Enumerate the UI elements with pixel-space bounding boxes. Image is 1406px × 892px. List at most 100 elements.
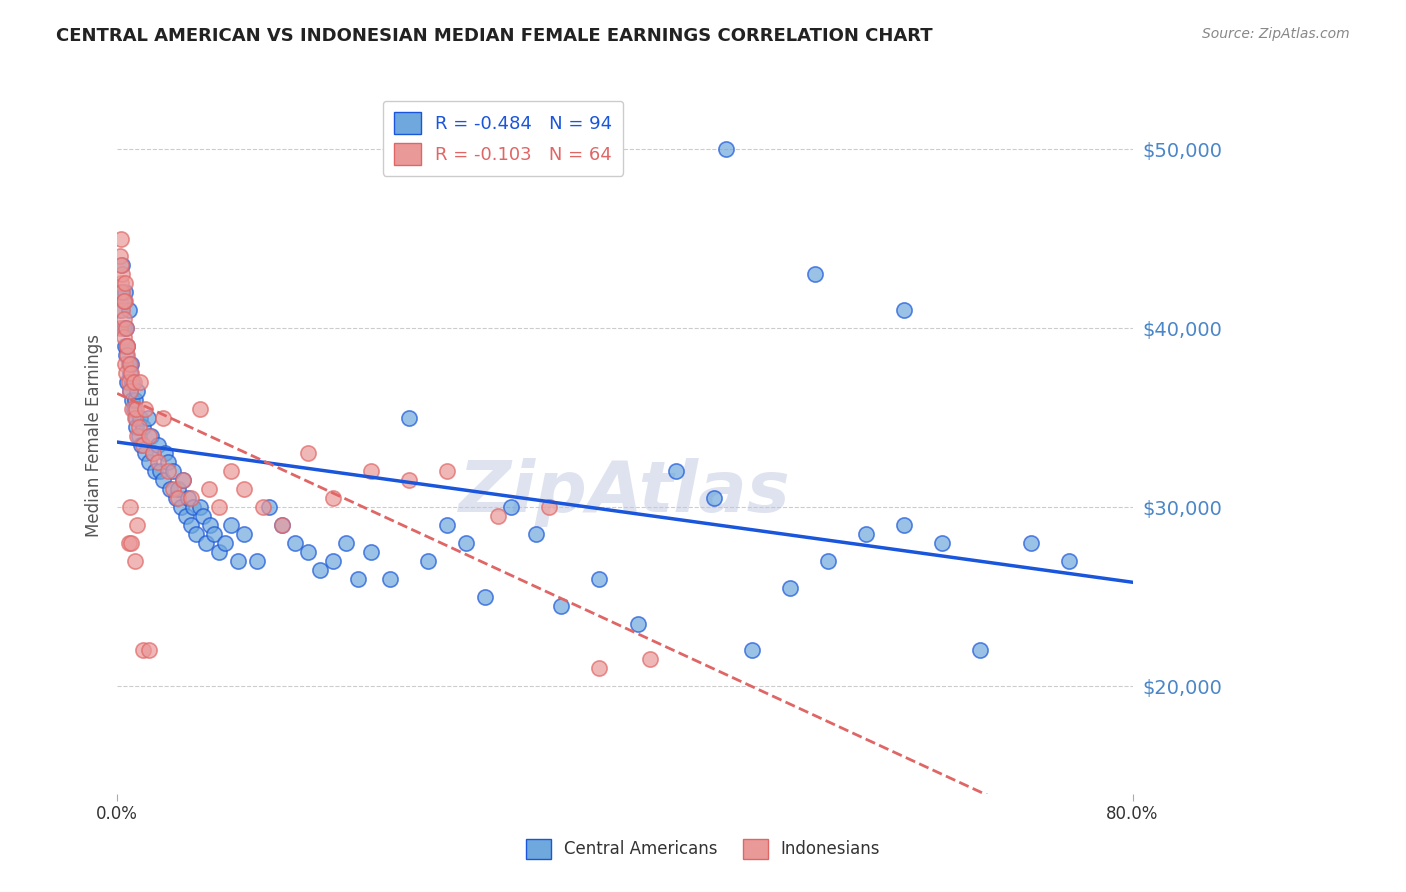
Central Americans — [138, 455, 160, 469]
Indonesians — [118, 357, 141, 371]
Central Americans — [121, 375, 143, 389]
Indonesians — [125, 401, 148, 416]
Indonesians — [138, 643, 160, 657]
Central Americans — [172, 473, 194, 487]
Central Americans — [167, 483, 190, 497]
Indonesians — [127, 518, 149, 533]
Central Americans — [184, 527, 207, 541]
Central Americans — [112, 321, 135, 335]
Indonesians — [112, 330, 135, 344]
Central Americans — [134, 446, 156, 460]
Central Americans — [114, 339, 136, 353]
Indonesians — [152, 410, 174, 425]
Central Americans — [271, 518, 294, 533]
Central Americans — [347, 572, 370, 586]
Central Americans — [360, 545, 382, 559]
Central Americans — [155, 446, 177, 460]
Indonesians — [128, 419, 150, 434]
Central Americans — [208, 545, 231, 559]
Indonesians — [122, 375, 145, 389]
Indonesians — [110, 231, 132, 245]
Indonesians — [120, 366, 142, 380]
Indonesians — [180, 491, 202, 506]
Central Americans — [143, 464, 166, 478]
Central Americans — [198, 518, 221, 533]
Indonesians — [146, 455, 169, 469]
Central Americans — [149, 464, 172, 478]
Central Americans — [969, 643, 991, 657]
Indonesians — [436, 464, 458, 478]
Indonesians — [114, 277, 136, 291]
Indonesians — [108, 321, 131, 335]
Central Americans — [120, 357, 142, 371]
Legend: R = -0.484   N = 94, R = -0.103   N = 64: R = -0.484 N = 94, R = -0.103 N = 64 — [382, 101, 623, 176]
Indonesians — [537, 500, 560, 515]
Central Americans — [335, 536, 357, 550]
Indonesians — [117, 348, 139, 362]
Indonesians — [112, 312, 135, 326]
Central Americans — [112, 294, 135, 309]
Indonesians — [118, 500, 141, 515]
Indonesians — [322, 491, 344, 506]
Text: Source: ZipAtlas.com: Source: ZipAtlas.com — [1202, 27, 1350, 41]
Central Americans — [122, 401, 145, 416]
Central Americans — [115, 348, 138, 362]
Central Americans — [779, 581, 801, 595]
Central Americans — [142, 446, 165, 460]
Central Americans — [125, 419, 148, 434]
Central Americans — [111, 259, 134, 273]
Central Americans — [214, 536, 236, 550]
Indonesians — [167, 491, 190, 506]
Central Americans — [159, 483, 181, 497]
Indonesians — [108, 250, 131, 264]
Central Americans — [703, 491, 725, 506]
Central Americans — [183, 500, 205, 515]
Central Americans — [456, 536, 478, 550]
Indonesians — [118, 384, 141, 398]
Central Americans — [626, 616, 648, 631]
Central Americans — [195, 536, 218, 550]
Central Americans — [169, 500, 191, 515]
Y-axis label: Median Female Earnings: Median Female Earnings — [86, 334, 103, 537]
Central Americans — [131, 437, 153, 451]
Indonesians — [124, 410, 146, 425]
Indonesians — [121, 401, 143, 416]
Central Americans — [817, 554, 839, 568]
Indonesians — [142, 446, 165, 460]
Indonesians — [197, 483, 219, 497]
Central Americans — [436, 518, 458, 533]
Indonesians — [111, 285, 134, 300]
Central Americans — [118, 366, 141, 380]
Indonesians — [233, 483, 256, 497]
Indonesians — [114, 294, 136, 309]
Indonesians — [638, 652, 661, 666]
Indonesians — [297, 446, 319, 460]
Central Americans — [141, 428, 163, 442]
Indonesians — [398, 473, 420, 487]
Central Americans — [127, 384, 149, 398]
Indonesians — [110, 259, 132, 273]
Indonesians — [111, 268, 134, 282]
Central Americans — [893, 518, 915, 533]
Central Americans — [124, 392, 146, 407]
Central Americans — [202, 527, 225, 541]
Indonesians — [110, 277, 132, 291]
Indonesians — [588, 661, 610, 675]
Indonesians — [252, 500, 274, 515]
Central Americans — [474, 590, 496, 604]
Indonesians — [117, 536, 139, 550]
Central Americans — [136, 410, 159, 425]
Central Americans — [804, 268, 827, 282]
Indonesians — [117, 339, 139, 353]
Central Americans — [893, 303, 915, 318]
Indonesians — [156, 464, 179, 478]
Indonesians — [111, 303, 134, 318]
Central Americans — [117, 357, 139, 371]
Indonesians — [138, 428, 160, 442]
Central Americans — [165, 491, 187, 506]
Central Americans — [108, 303, 131, 318]
Central Americans — [117, 303, 139, 318]
Central Americans — [110, 285, 132, 300]
Central Americans — [117, 375, 139, 389]
Central Americans — [259, 500, 281, 515]
